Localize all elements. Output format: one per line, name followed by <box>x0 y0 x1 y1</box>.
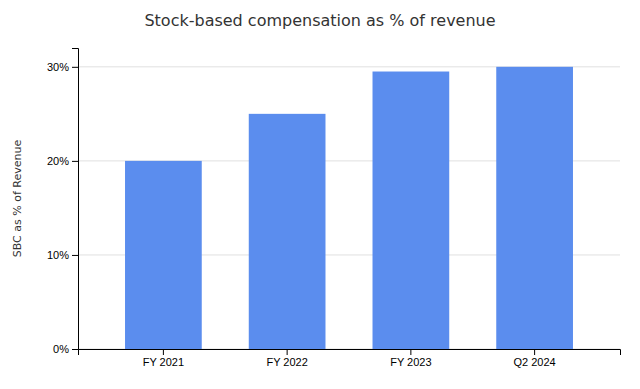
y-tick-mark <box>72 255 78 256</box>
plot: 0% 10% 20% 30% FY 2021 FY 2022 FY 2023 Q2 2024 <box>47 49 621 368</box>
y-tick-label: 0% <box>53 343 69 355</box>
bars <box>125 67 573 349</box>
y-axis-line <box>72 49 79 350</box>
x-axis-line <box>79 350 621 356</box>
bar <box>125 161 202 349</box>
y-tick-label: 20% <box>47 155 69 167</box>
x-axis: FY 2021 FY 2022 FY 2023 Q2 2024 <box>79 349 621 368</box>
x-tick-label: FY 2023 <box>390 356 431 368</box>
y-tick: 0% <box>53 343 78 355</box>
grid <box>78 67 620 349</box>
x-tick-mark <box>163 349 164 355</box>
x-tick: FY 2021 <box>143 349 184 368</box>
x-tick-label: FY 2021 <box>143 356 184 368</box>
x-tick: FY 2023 <box>390 349 431 368</box>
bar <box>249 114 326 349</box>
x-tick-mark <box>534 349 535 355</box>
y-axis-label: SBC as % of Revenue <box>11 140 24 258</box>
y-axis: 0% 10% 20% 30% <box>47 49 79 356</box>
chart: 0% 10% 20% 30% FY 2021 FY 2022 FY 2023 Q2 2024 S… <box>0 0 640 389</box>
y-tick-mark <box>72 67 78 68</box>
y-tick: 20% <box>47 155 78 167</box>
x-tick-label: FY 2022 <box>266 356 307 368</box>
x-tick: FY 2022 <box>266 349 307 368</box>
x-tick-mark <box>287 349 288 355</box>
y-tick-mark <box>72 161 78 162</box>
y-tick-label: 10% <box>47 249 69 261</box>
bar <box>496 67 573 349</box>
y-tick: 10% <box>47 249 78 261</box>
title: Stock-based compensation as % of revenue <box>144 11 495 30</box>
x-tick-mark <box>410 349 411 355</box>
x-tick: Q2 2024 <box>514 349 556 368</box>
y-tick: 30% <box>47 61 78 73</box>
x-tick-label: Q2 2024 <box>514 356 556 368</box>
y-tick-label: 30% <box>47 61 69 73</box>
bar <box>373 72 450 349</box>
y-tick-mark <box>72 349 78 350</box>
